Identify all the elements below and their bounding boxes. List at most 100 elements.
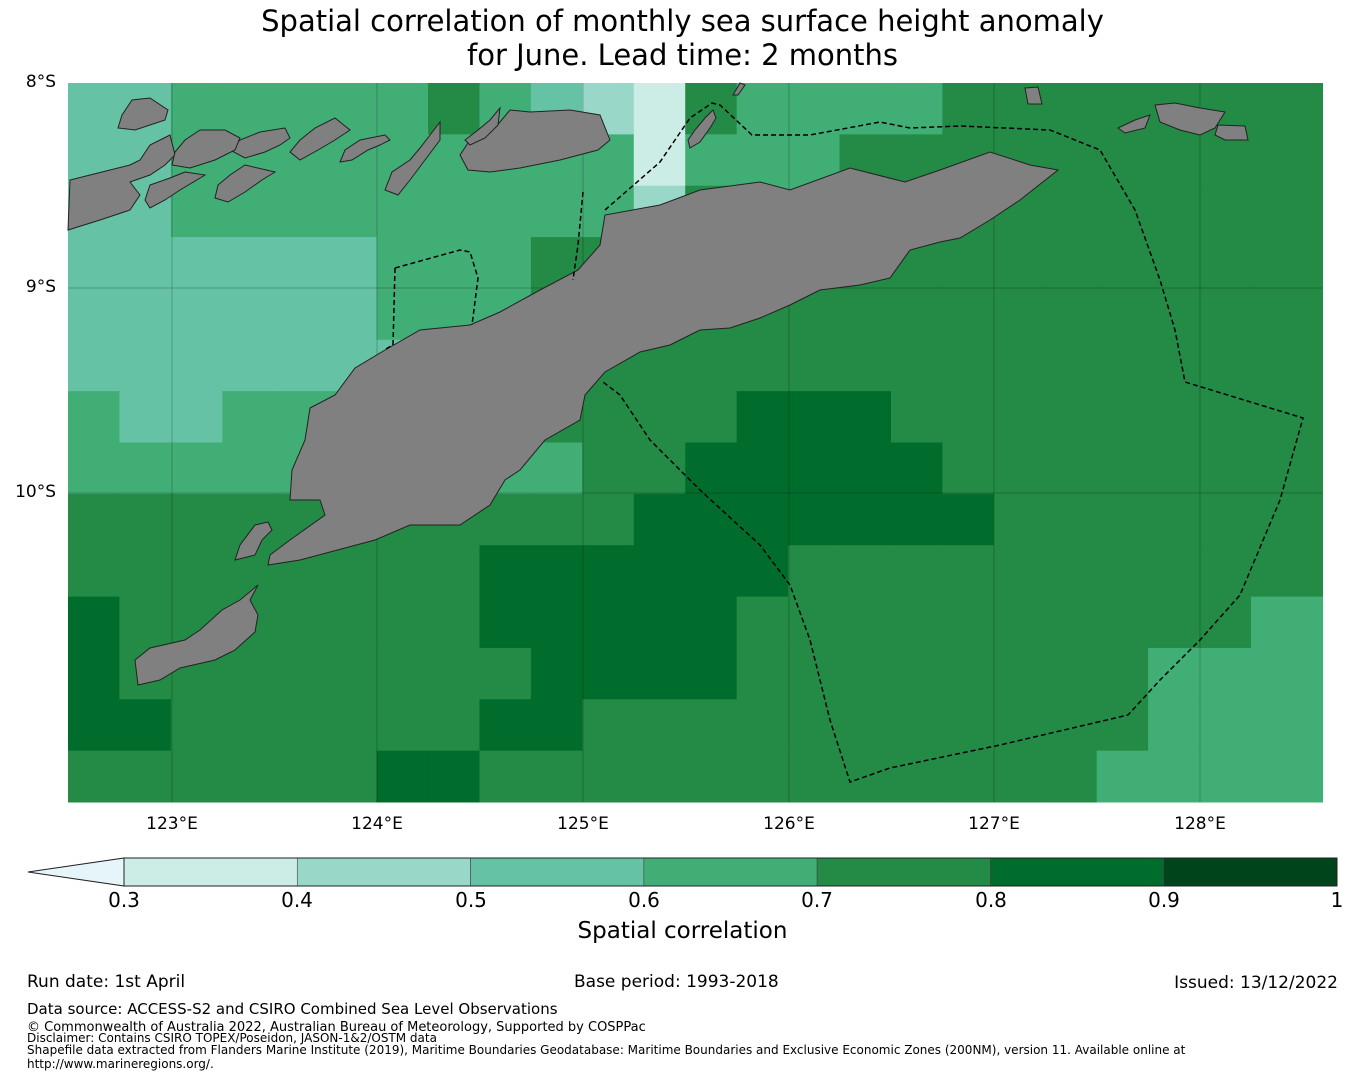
grid-cell: [1096, 288, 1149, 341]
shapefile-credit: Shapefile data extracted from Flanders M…: [27, 1043, 1186, 1057]
grid-cell: [1045, 647, 1098, 700]
grid-cell: [1302, 647, 1323, 700]
grid-cell: [170, 545, 223, 598]
grid-cell: [685, 596, 738, 649]
grid-cell: [582, 545, 635, 598]
grid-cell: [325, 596, 378, 649]
grid-cell: [993, 391, 1046, 443]
grid-cell: [376, 83, 429, 135]
grid-cell: [1302, 288, 1323, 341]
grid-cell: [119, 596, 172, 649]
small-island-4: [732, 82, 746, 96]
grid-cell: [1148, 493, 1201, 546]
grid-cell: [685, 83, 738, 135]
grid-cell: [582, 596, 635, 649]
grid-cell: [68, 596, 120, 649]
grid-cell: [736, 442, 789, 495]
lat-label-10s: 10°S: [15, 482, 56, 502]
grid-cell: [222, 699, 275, 752]
grid-cell: [222, 339, 275, 392]
grid-cell: [1199, 442, 1252, 495]
grid-cell: [942, 442, 995, 495]
grid-cell: [685, 750, 738, 803]
disclaimer-notice: Disclaimer: Contains CSIRO TOPEX/Poseido…: [27, 1031, 437, 1045]
data-source: Data source: ACCESS-S2 and CSIRO Combine…: [27, 1000, 558, 1018]
grid-cell: [993, 596, 1046, 649]
grid-cell: [68, 545, 120, 598]
grid-cell: [273, 750, 326, 803]
grid-cell: [68, 83, 120, 135]
grid-cell: [170, 391, 223, 443]
grid-cell: [1199, 545, 1252, 598]
grid-cell: [1045, 596, 1098, 649]
grid-cell: [1096, 493, 1149, 546]
grid-cell: [633, 545, 686, 598]
grid-cell: [736, 339, 789, 392]
colorbar-segment: [1163, 857, 1338, 887]
colorbar-segment: [990, 857, 1165, 887]
grid-cell: [530, 442, 583, 495]
grid-cell: [68, 237, 120, 289]
grid-cell: [1045, 391, 1098, 443]
grid-cell: [942, 699, 995, 752]
colorbar-tick: 0.8: [975, 888, 1007, 912]
colorbar-tick: 0.7: [801, 888, 833, 912]
grid-cell: [1096, 442, 1149, 495]
grid-cell: [839, 545, 892, 598]
lat-label-9s: 9°S: [25, 277, 56, 297]
lon-label-127e: 127°E: [968, 814, 1020, 834]
grid-cell: [428, 750, 480, 803]
grid-cell: [119, 237, 172, 289]
grid-cell: [1148, 545, 1201, 598]
grid-cell: [1302, 185, 1323, 238]
grid-cell: [530, 699, 583, 752]
grid-cell: [1302, 545, 1323, 598]
grid-cell: [1250, 596, 1303, 649]
grid-cell: [839, 442, 892, 495]
grid-cell: [68, 647, 120, 700]
grid-cell: [1250, 185, 1303, 238]
colorbar-segment: [123, 857, 298, 887]
grid-cell: [376, 647, 429, 700]
grid-cell: [1096, 647, 1149, 700]
grid-cell: [1045, 288, 1098, 341]
grid-cell: [582, 493, 635, 546]
grid-cell: [325, 647, 378, 700]
grid-cell: [788, 545, 841, 598]
grid-cell: [273, 647, 326, 700]
colorbar-tick: 1: [1330, 888, 1344, 912]
grid-cell: [736, 596, 789, 649]
grid-cell: [222, 391, 275, 443]
small-island-3: [464, 106, 501, 146]
grid-cell: [1045, 134, 1098, 187]
grid-cell: [582, 391, 635, 443]
grid-cell: [633, 596, 686, 649]
grid-cell: [1199, 288, 1252, 341]
grid-cell: [1250, 339, 1303, 392]
grid-cell: [170, 442, 223, 495]
grid-cell: [942, 83, 995, 135]
grid-cell: [993, 750, 1046, 803]
grid-cell: [1096, 391, 1149, 443]
semau-island: [234, 521, 273, 561]
grid-cell: [222, 83, 275, 135]
grid-cell: [273, 185, 326, 238]
grid-cell: [479, 699, 532, 752]
grid-cell: [1045, 493, 1098, 546]
grid-cell: [530, 493, 583, 546]
grid-cell: [993, 288, 1046, 341]
colorbar-tick: 0.9: [1148, 888, 1180, 912]
grid-cell: [839, 647, 892, 700]
grid-cell: [788, 596, 841, 649]
grid-cell: [685, 339, 738, 392]
grid-cell: [119, 545, 172, 598]
grid-cell: [119, 391, 172, 443]
grid-cell: [273, 237, 326, 289]
grid-cell: [1148, 750, 1201, 803]
grid-cell: [530, 185, 583, 238]
grid-cell: [68, 391, 120, 443]
grid-cell: [633, 83, 686, 135]
grid-cell: [1302, 699, 1323, 752]
grid-cell: [1250, 134, 1303, 187]
flores-island: [67, 134, 176, 231]
